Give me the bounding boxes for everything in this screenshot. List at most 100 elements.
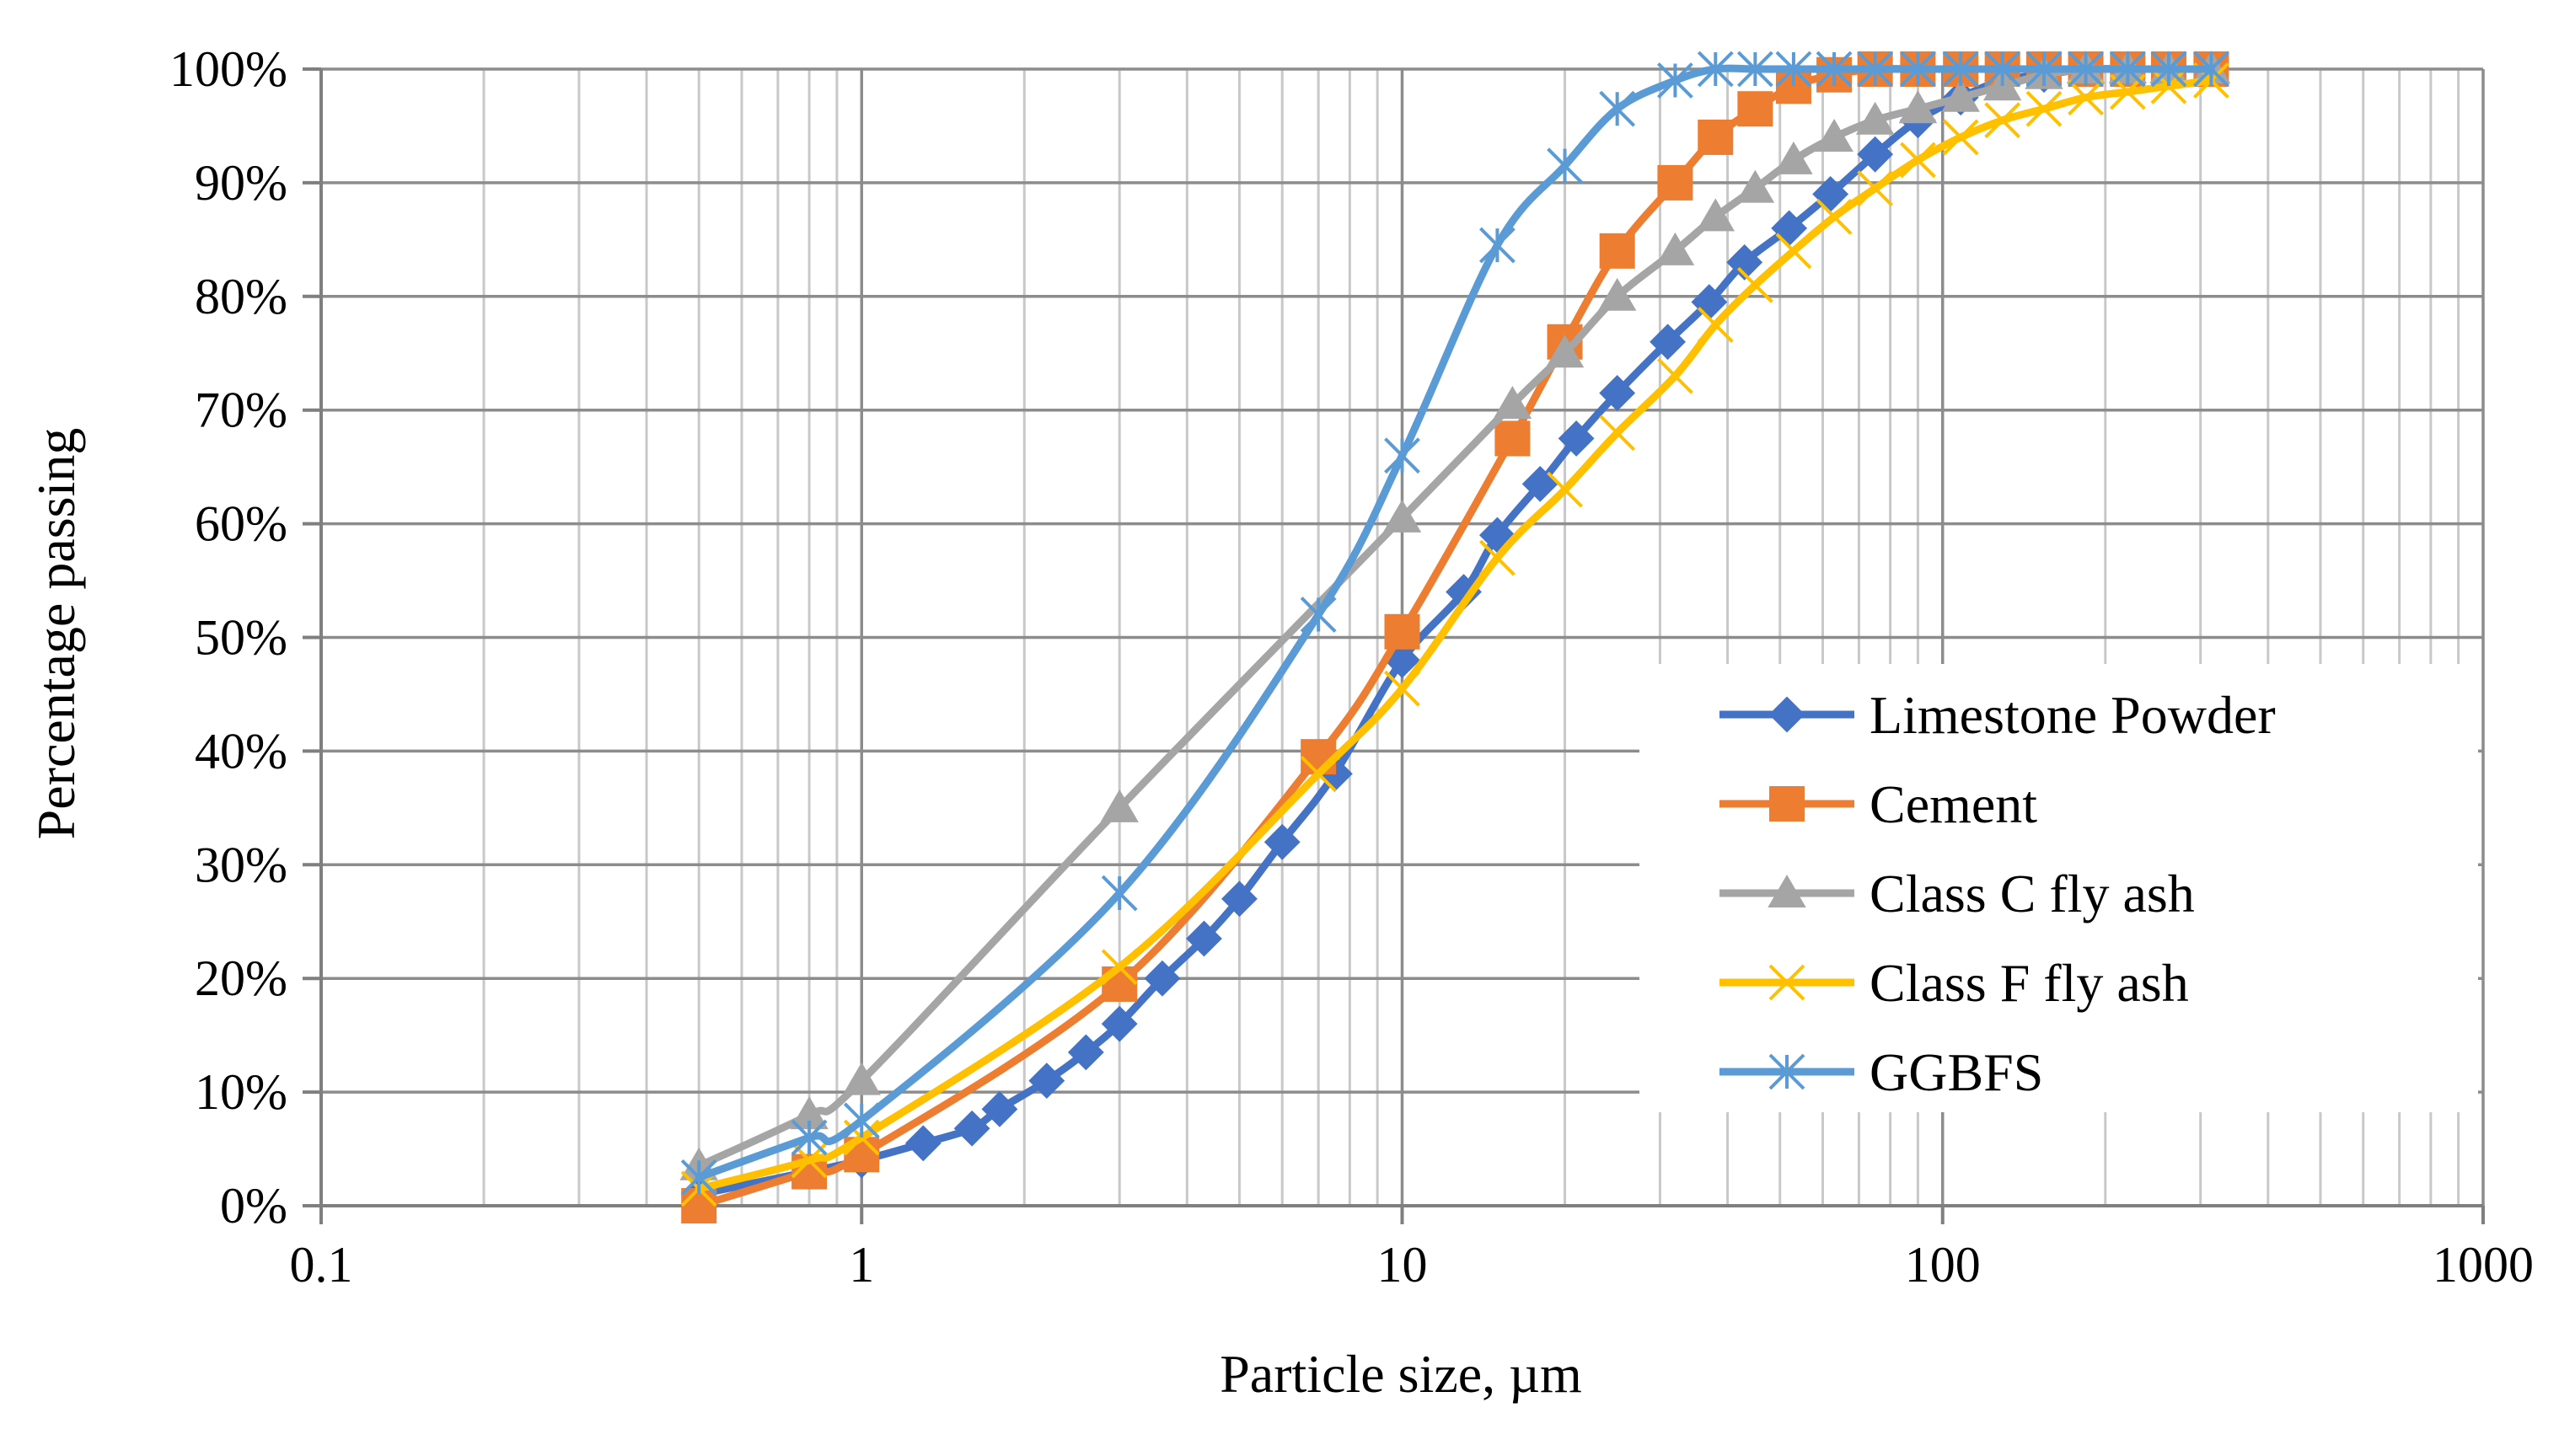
data-point-cement [1384,613,1420,650]
y-tick-label: 50% [195,610,287,666]
legend-label: Class C fly ash [1870,864,2195,923]
legend-marker [1769,786,1805,822]
data-point-cement [1599,233,1635,269]
data-point-class-c-fly-ash [1815,118,1853,152]
data-point-class-f-fly-ash [1736,266,1773,303]
data-point-cement [1698,119,1734,155]
series-layer [679,51,2231,1223]
data-point-class-f-fly-ash [1300,755,1337,792]
data-point-cement [1494,420,1531,457]
data-point-ggbfs [2109,51,2146,88]
legend-label: Class F fly ash [1870,953,2189,1013]
y-tick-label: 30% [195,837,287,892]
y-tick-label: 60% [195,496,287,552]
legend: Limestone Powder Cement Class C fly ash Cla… [1639,664,2478,1112]
data-point-class-f-fly-ash [1899,142,1936,179]
data-point-ggbfs [1599,90,1636,127]
data-point-class-c-fly-ash [1855,101,1895,135]
series-ggbfs [680,51,2229,1196]
data-point-class-f-fly-ash [1857,170,1894,207]
data-point-limestone-powder [1726,244,1763,281]
x-tick-label: 100 [1905,1237,1981,1293]
data-point-limestone-powder [1857,136,1894,173]
data-point-ggbfs [1697,51,1734,88]
data-point-class-c-fly-ash [1696,198,1735,232]
data-point-ggbfs [791,1119,828,1156]
y-tick-label: 20% [195,950,287,1006]
x-axis-title: Particle size, µm [1220,1344,1582,1404]
data-point-ggbfs [1816,51,1853,88]
data-point-limestone-powder [1599,375,1636,411]
data-point-class-f-fly-ash [1775,233,1812,270]
data-point-class-f-fly-ash [1984,102,2021,139]
data-point-ggbfs [1101,875,1138,912]
legend-item-class-c-fly-ash: Class C fly ash [1719,864,2195,923]
data-point-class-f-fly-ash [1599,415,1636,452]
data-point-cement [681,1188,717,1223]
legend-marker [1768,1053,1805,1090]
data-point-ggbfs [1857,51,1894,88]
x-tick-label: 0.1 [290,1237,353,1293]
y-tick-label: 0% [220,1178,287,1234]
data-point-ggbfs [1384,437,1420,474]
data-point-ggbfs [1984,51,2021,88]
data-point-limestone-powder [981,1090,1018,1127]
data-point-ggbfs [1479,227,1515,264]
data-point-class-f-fly-ash [1697,307,1734,343]
x-tick-label: 10 [1377,1237,1428,1293]
data-point-ggbfs [843,1102,880,1139]
data-point-ggbfs [2068,51,2104,88]
data-point-limestone-powder [1650,324,1686,361]
data-point-class-c-fly-ash [1545,335,1585,368]
data-point-ggbfs [680,1159,717,1196]
data-point-ggbfs [1942,51,1979,88]
data-point-limestone-powder [1263,823,1301,860]
y-tick-label: 70% [195,383,287,438]
data-point-class-f-fly-ash [1942,119,1979,156]
data-point-limestone-powder [1558,420,1595,457]
data-point-class-c-fly-ash [1597,277,1637,311]
legend-label: GGBFS [1870,1042,2043,1102]
data-point-limestone-powder [953,1110,990,1147]
legend-marker [1768,696,1805,733]
data-point-class-f-fly-ash [1547,471,1583,508]
data-point-class-c-fly-ash [1100,789,1139,822]
legend-item-ggbfs: GGBFS [1719,1042,2043,1102]
data-point-class-f-fly-ash [2150,67,2187,104]
legend-item-limestone-powder: Limestone Powder [1719,685,2276,745]
data-point-ggbfs [2192,51,2229,88]
data-point-class-c-fly-ash [1493,385,1532,419]
legend-label: Limestone Powder [1870,685,2276,745]
data-point-class-f-fly-ash [1657,357,1693,394]
y-tick-label: 90% [195,155,287,211]
data-point-ggbfs [1547,147,1583,185]
data-point-limestone-powder [1186,920,1222,957]
data-point-class-c-fly-ash [1941,78,1980,112]
data-point-class-f-fly-ash [2025,90,2063,127]
data-point-ggbfs [2025,51,2063,88]
legend-item-cement: Cement [1719,774,2037,834]
data-point-class-c-fly-ash [1898,90,1938,124]
data-point-cement [844,1137,880,1173]
data-point-class-c-fly-ash [1735,169,1775,203]
x-tick-label: 1000 [2433,1237,2534,1293]
data-point-class-f-fly-ash [2068,79,2104,116]
data-point-cement [1737,91,1773,127]
data-point-class-c-fly-ash [1655,232,1695,265]
data-point-class-f-fly-ash [1816,198,1853,235]
y-tick-label: 10% [195,1064,287,1120]
data-point-ggbfs [1736,51,1773,88]
data-point-class-f-fly-ash [1384,670,1420,707]
legend-marker [1768,964,1805,1001]
data-point-limestone-powder [1221,881,1258,918]
data-point-ggbfs [1775,51,1812,88]
x-tick-label: 1 [849,1237,874,1293]
y-axis-title: Percentage passing [26,428,86,840]
data-point-class-f-fly-ash [1479,539,1515,576]
legend-marker [1768,875,1806,907]
data-point-limestone-powder [904,1125,941,1162]
legend-item-class-f-fly-ash: Class F fly ash [1719,953,2189,1013]
data-point-class-c-fly-ash [842,1062,881,1095]
data-point-class-c-fly-ash [1382,499,1422,533]
